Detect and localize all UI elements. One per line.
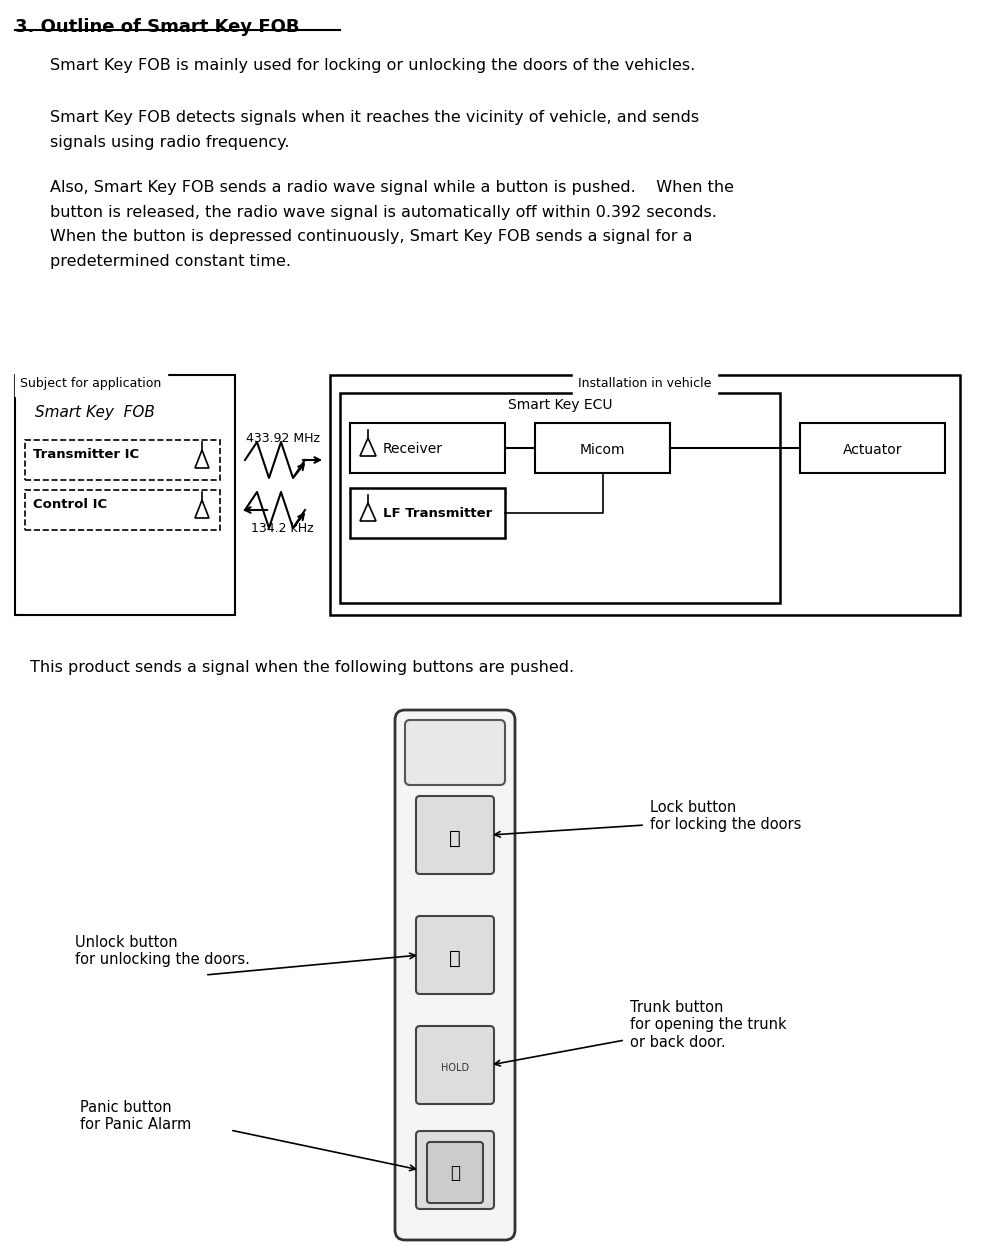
Text: 433.92 MHz: 433.92 MHz: [246, 432, 319, 445]
Bar: [330, 375, 960, 616]
Text: This product sends a signal when the following buttons are pushed.: This product sends a signal when the fol…: [30, 660, 574, 675]
Bar: [25, 490, 220, 530]
Bar: [535, 422, 670, 473]
Text: Subject for application: Subject for application: [20, 378, 162, 390]
Bar: [15, 375, 235, 616]
Text: Panic button
for Panic Alarm: Panic button for Panic Alarm: [80, 1100, 191, 1133]
Text: Smart Key FOB is mainly used for locking or unlocking the doors of the vehicles.: Smart Key FOB is mainly used for locking…: [50, 59, 695, 74]
FancyBboxPatch shape: [427, 1143, 483, 1202]
Text: Smart Key  FOB: Smart Key FOB: [35, 405, 155, 420]
Polygon shape: [360, 439, 376, 456]
FancyBboxPatch shape: [395, 710, 515, 1240]
Text: 🔔: 🔔: [450, 1164, 460, 1182]
Text: Unlock button
for unlocking the doors.: Unlock button for unlocking the doors.: [75, 934, 249, 967]
Bar: [350, 488, 505, 538]
Bar: [25, 440, 220, 480]
Polygon shape: [195, 500, 209, 518]
Text: LF Transmitter: LF Transmitter: [383, 507, 492, 520]
Bar: [340, 392, 780, 603]
Polygon shape: [360, 503, 376, 521]
Text: Trunk button
for opening the trunk
or back door.: Trunk button for opening the trunk or ba…: [630, 1001, 787, 1050]
Text: Also, Smart Key FOB sends a radio wave signal while a button is pushed.    When : Also, Smart Key FOB sends a radio wave s…: [50, 179, 734, 269]
Text: 🔓: 🔓: [450, 948, 460, 967]
Text: Control IC: Control IC: [33, 498, 107, 511]
Text: Actuator: Actuator: [843, 444, 902, 457]
Text: Smart Key FOB detects signals when it reaches the vicinity of vehicle, and sends: Smart Key FOB detects signals when it re…: [50, 110, 699, 150]
Text: Receiver: Receiver: [383, 442, 443, 456]
Text: Transmitter IC: Transmitter IC: [33, 449, 139, 461]
Text: 🔒: 🔒: [450, 829, 460, 847]
FancyBboxPatch shape: [416, 796, 494, 873]
Text: Lock button
for locking the doors: Lock button for locking the doors: [650, 800, 802, 832]
Text: HOLD: HOLD: [441, 1063, 469, 1073]
Text: 3. Outline of Smart Key FOB: 3. Outline of Smart Key FOB: [15, 17, 300, 36]
FancyBboxPatch shape: [416, 916, 494, 994]
Polygon shape: [195, 450, 209, 468]
Bar: [800, 422, 945, 473]
Text: Micom: Micom: [580, 444, 625, 457]
FancyBboxPatch shape: [416, 1025, 494, 1104]
Bar: [350, 422, 505, 473]
FancyBboxPatch shape: [416, 1131, 494, 1209]
FancyBboxPatch shape: [405, 720, 505, 785]
Text: 134.2 kHz: 134.2 kHz: [251, 522, 314, 535]
Text: Installation in vehicle: Installation in vehicle: [579, 378, 712, 390]
Text: Smart Key ECU: Smart Key ECU: [508, 397, 612, 412]
